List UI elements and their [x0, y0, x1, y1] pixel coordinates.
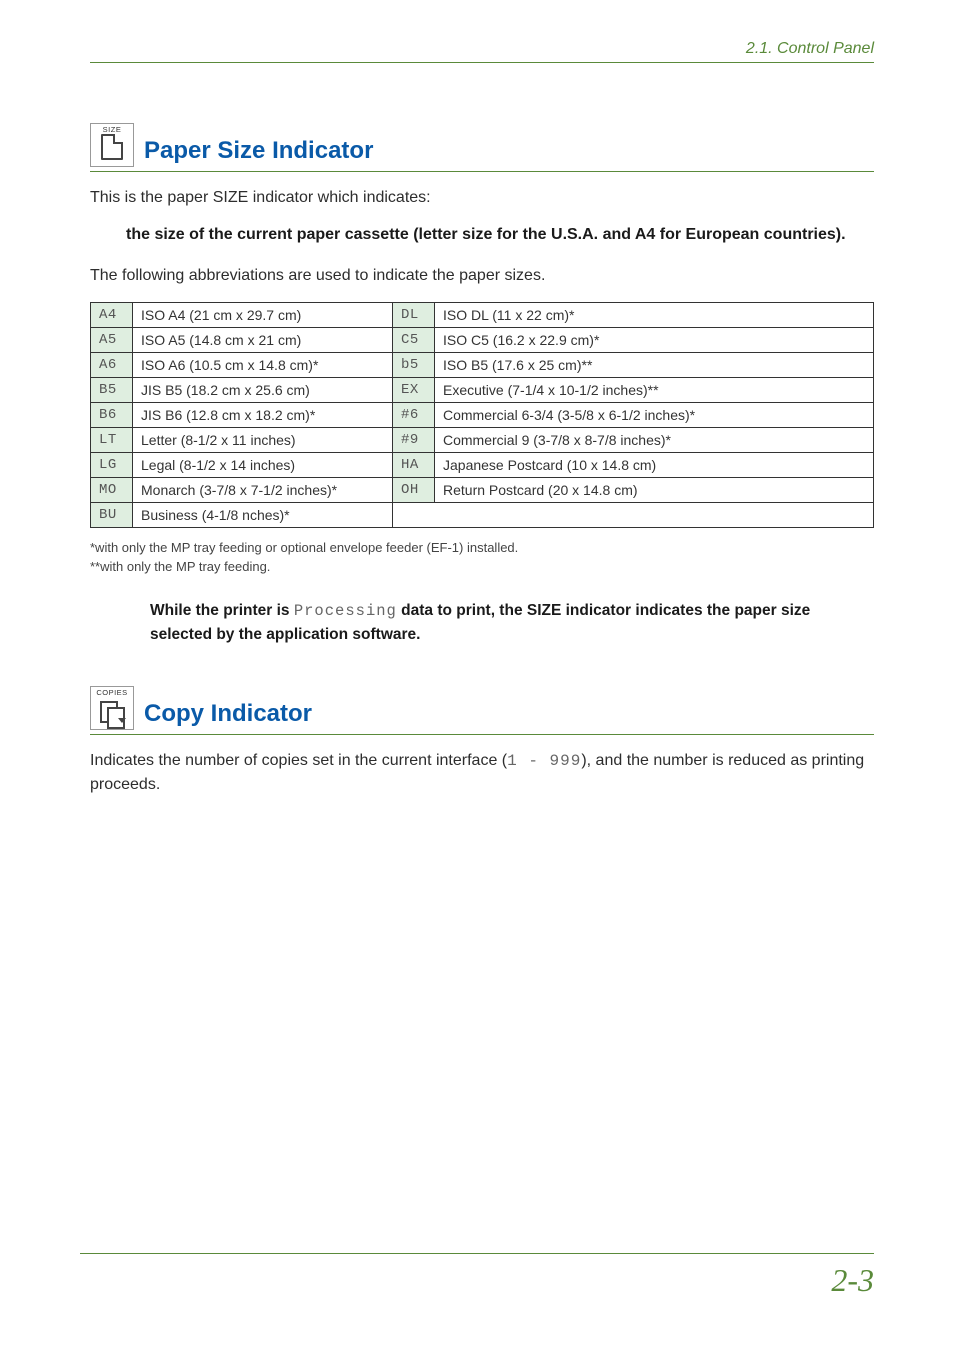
page-footer: 2-3: [80, 1253, 874, 1299]
size-code-left: A6: [91, 352, 133, 377]
section-breadcrumb: 2.1. Control Panel: [746, 40, 874, 57]
size-code-right: #9: [393, 427, 435, 452]
size-desc-left: ISO A4 (21 cm x 29.7 cm): [133, 302, 393, 327]
table-row: B5JIS B5 (18.2 cm x 25.6 cm)EXExecutive …: [91, 377, 874, 402]
footnote-1: *with only the MP tray feeding or option…: [90, 538, 874, 558]
document-icon: [101, 134, 123, 160]
size-code-right: OH: [393, 477, 435, 502]
size-code-left: LG: [91, 452, 133, 477]
copy-range: 1 - 999: [507, 752, 581, 770]
size-code-right: #6: [393, 402, 435, 427]
size-desc-left: Legal (8-1/2 x 14 inches): [133, 452, 393, 477]
size-desc-left: Business (4-1/8 nches)*: [133, 502, 393, 527]
copy-heading-text: Copy Indicator: [144, 700, 312, 730]
size-desc-right: ISO B5 (17.6 x 25 cm)**: [435, 352, 874, 377]
size-code-left: LT: [91, 427, 133, 452]
size-code-left: A5: [91, 327, 133, 352]
size-desc-left: Monarch (3-7/8 x 7-1/2 inches)*: [133, 477, 393, 502]
copy-body: Indicates the number of copies set in th…: [90, 749, 874, 796]
size-desc-left: ISO A5 (14.8 cm x 21 cm): [133, 327, 393, 352]
size-desc-right: Japanese Postcard (10 x 14.8 cm): [435, 452, 874, 477]
size-desc-right: Return Postcard (20 x 14.8 cm): [435, 477, 874, 502]
size-code-left: B6: [91, 402, 133, 427]
processing-note: While the printer is Processing data to …: [150, 599, 874, 647]
size-heading-text: Paper Size Indicator: [144, 137, 373, 167]
size-code-left: B5: [91, 377, 133, 402]
size-desc-left: JIS B6 (12.8 cm x 18.2 cm)*: [133, 402, 393, 427]
size-desc-right: Executive (7-1/4 x 10-1/2 inches)**: [435, 377, 874, 402]
page-number: 2-3: [831, 1262, 874, 1298]
size-desc-left: ISO A6 (10.5 cm x 14.8 cm)*: [133, 352, 393, 377]
table-row: LTLetter (8-1/2 x 11 inches)#9Commercial…: [91, 427, 874, 452]
size-section-heading: SIZE Paper Size Indicator: [90, 123, 874, 172]
table-row: LGLegal (8-1/2 x 14 inches)HAJapanese Po…: [91, 452, 874, 477]
size-desc-right: Commercial 6-3/4 (3-5/8 x 6-1/2 inches)*: [435, 402, 874, 427]
size-code-right: C5: [393, 327, 435, 352]
table-row: A5ISO A5 (14.8 cm x 21 cm)C5ISO C5 (16.2…: [91, 327, 874, 352]
table-row: BUBusiness (4-1/8 nches)*: [91, 502, 874, 527]
footnote-2: **with only the MP tray feeding.: [90, 557, 874, 577]
size-icon: SIZE: [90, 123, 134, 167]
page-header: 2.1. Control Panel: [90, 40, 874, 63]
size-code-right: HA: [393, 452, 435, 477]
copy-section-heading: COPIES Copy Indicator: [90, 686, 874, 735]
table-row: A6ISO A6 (10.5 cm x 14.8 cm)*b5ISO B5 (1…: [91, 352, 874, 377]
size-code-left: MO: [91, 477, 133, 502]
size-desc-left: Letter (8-1/2 x 11 inches): [133, 427, 393, 452]
size-code-right: DL: [393, 302, 435, 327]
copies-icon-label: COPIES: [96, 688, 127, 697]
footnotes: *with only the MP tray feeding or option…: [90, 538, 874, 577]
table-row: B6JIS B6 (12.8 cm x 18.2 cm)*#6Commercia…: [91, 402, 874, 427]
size-desc-right: Commercial 9 (3-7/8 x 8-7/8 inches)*: [435, 427, 874, 452]
size-icon-label: SIZE: [103, 125, 122, 134]
table-row: A4ISO A4 (21 cm x 29.7 cm)DLISO DL (11 x…: [91, 302, 874, 327]
size-desc-right: ISO C5 (16.2 x 22.9 cm)*: [435, 327, 874, 352]
size-code-right: b5: [393, 352, 435, 377]
size-code-right: EX: [393, 377, 435, 402]
table-row: MOMonarch (3-7/8 x 7-1/2 inches)*OHRetur…: [91, 477, 874, 502]
size-intro-text: This is the paper SIZE indicator which i…: [90, 186, 874, 209]
note-processing-word: Processing: [294, 602, 397, 620]
copies-icon: COPIES: [90, 686, 134, 730]
size-code-left: A4: [91, 302, 133, 327]
copy-body-pre: Indicates the number of copies set in th…: [90, 752, 507, 769]
copies-arrow-icon: [118, 718, 126, 723]
size-desc-left: JIS B5 (18.2 cm x 25.6 cm): [133, 377, 393, 402]
note-pre: While the printer is: [150, 602, 294, 619]
size-code-left: BU: [91, 502, 133, 527]
size-definition: the size of the current paper cassette (…: [126, 223, 874, 246]
empty-cell: [393, 502, 874, 527]
paper-size-table: A4ISO A4 (21 cm x 29.7 cm)DLISO DL (11 x…: [90, 302, 874, 528]
size-abbrev-intro: The following abbreviations are used to …: [90, 264, 874, 287]
size-desc-right: ISO DL (11 x 22 cm)*: [435, 302, 874, 327]
